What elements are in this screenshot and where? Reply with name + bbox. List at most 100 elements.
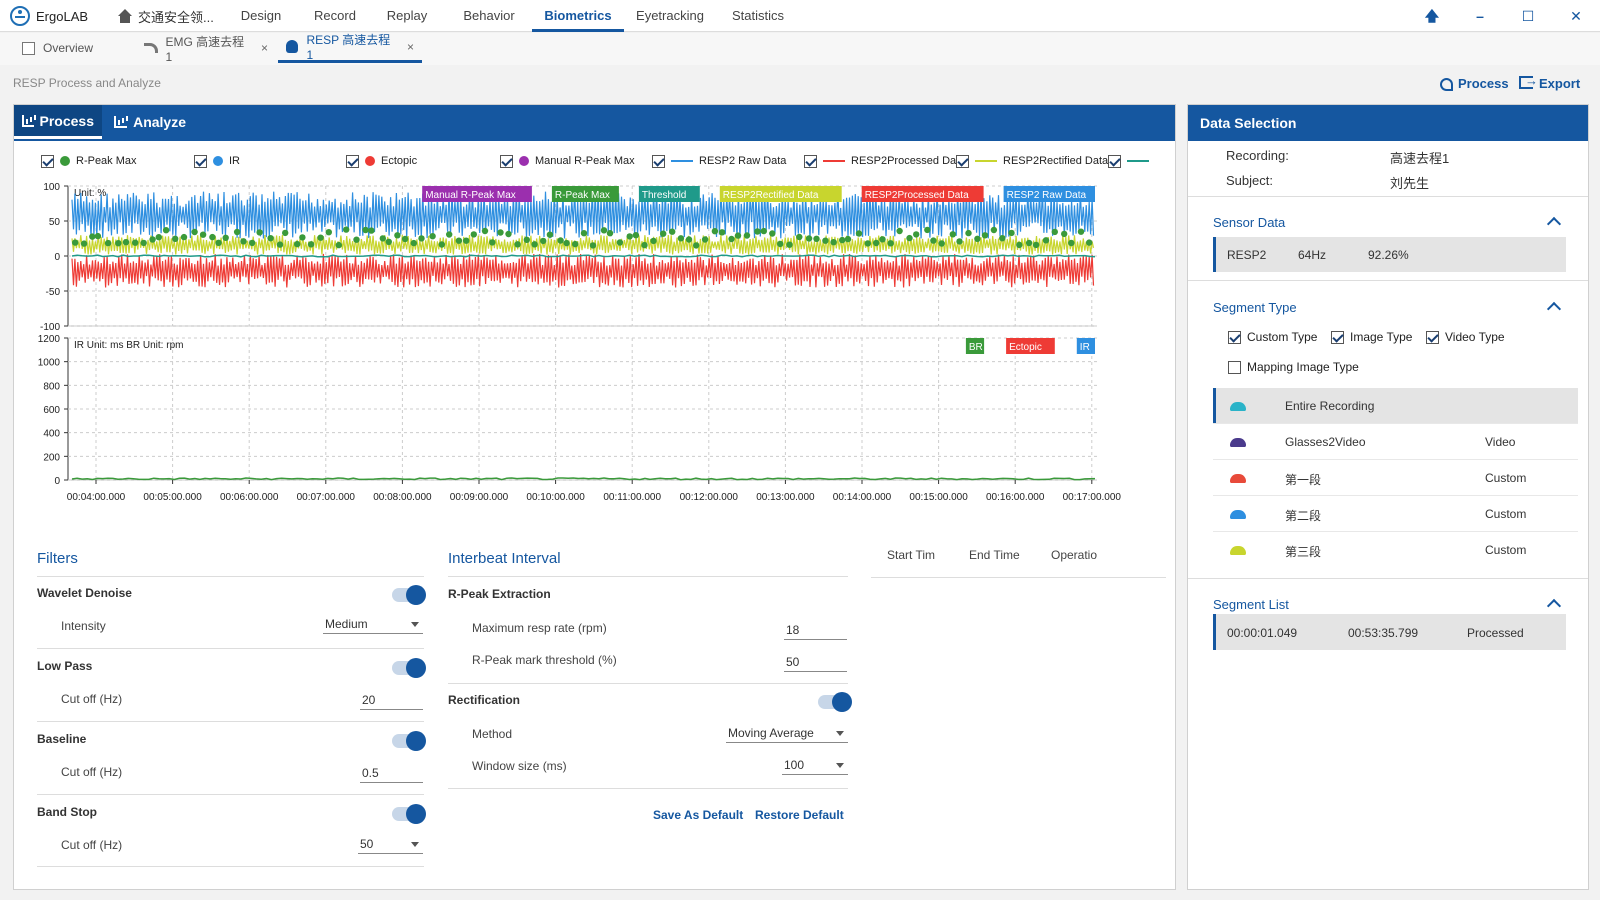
brand[interactable]: ErgoLAB [10,0,88,32]
col-operation[interactable]: Operatio [1051,548,1098,562]
segment-row[interactable]: 第一段 Custom [1213,460,1578,496]
r-peak-point [438,241,445,248]
r-peak-point [1025,239,1033,247]
nav-tab-behavior[interactable]: Behavior [463,8,515,23]
doc-tab-label: EMG 高速去程1 [165,34,245,64]
legend-checkbox[interactable] [41,154,54,168]
close-tab-icon[interactable]: × [406,39,414,54]
baseline-toggle[interactable] [392,731,426,751]
nav-tab-eyetracking[interactable]: Eyetracking [636,8,704,23]
method-select[interactable]: Moving Average [726,723,848,743]
nav-tab-replay[interactable]: Replay [386,8,428,23]
r-peak-point [924,226,931,234]
export-button[interactable]: Export [1519,73,1580,91]
legend-item-ir[interactable]: IR [194,152,240,170]
threshold-input[interactable]: 50 [784,652,847,672]
legend-checkbox[interactable] [194,154,207,168]
type-video[interactable]: Video Type [1426,328,1505,346]
divider [37,721,424,722]
type-checkbox[interactable] [1331,330,1344,344]
r-peak-point [669,228,676,235]
window-size-select[interactable]: 100 [782,755,848,775]
close-icon[interactable]: ✕ [1570,8,1582,24]
maximize-icon[interactable]: ☐ [1521,8,1535,24]
segment-row[interactable]: 第三段 Custom [1213,532,1578,568]
doc-tab-overview[interactable]: Overview [14,33,124,63]
segment-name: 第一段 [1285,473,1322,487]
col-start-time[interactable]: Start Tim [887,548,936,562]
nav-tab-design[interactable]: Design [240,8,282,23]
chart-tag-label: Ectopic [1009,342,1042,353]
segment-row[interactable]: Entire Recording [1213,388,1578,424]
legend-label: Manual R-Peak Max [535,155,635,167]
legend-line-icon [975,160,997,162]
close-tab-icon[interactable]: × [260,41,268,55]
pin-icon[interactable]: 🡅 [1424,8,1440,24]
r-peak-point [563,239,570,247]
r-peak-point [580,230,588,237]
segment-row[interactable]: Glasses2Video Video [1213,424,1578,460]
save-as-default-button[interactable]: Save As Default [653,808,744,822]
chart-tag-bg [861,186,984,202]
legend-item-rectified[interactable]: RESP2Rectified Data [956,152,1108,170]
resp-chart[interactable]: 100 50 0 -50 -100 Unit: % RESP2 Raw Data RESP2P… [30,178,1140,518]
legend-item-ectopic[interactable]: Ectopic [346,152,417,170]
legend-item-manual-r-peak[interactable]: Manual R-Peak Max [500,152,635,170]
legend-line-icon [1127,160,1149,162]
legend-checkbox[interactable] [956,154,969,168]
seglist-end: 00:53:35.799 [1348,626,1419,640]
type-image[interactable]: Image Type [1331,328,1412,346]
project-home[interactable]: 交通安全领... [118,0,214,32]
chart-tag-bg [422,186,532,202]
segment-row[interactable]: 第二段 Custom [1213,496,1578,532]
type-mapping-image[interactable]: Mapping Image Type [1228,358,1359,376]
chart-tag: RESP2Rectified Data [719,186,842,202]
col-end-time[interactable]: End Time [969,548,1020,562]
band-stop-toggle[interactable] [392,804,426,824]
type-checkbox[interactable] [1426,330,1439,344]
intensity-select[interactable]: Medium [323,614,423,634]
legend-checkbox[interactable] [500,154,513,168]
legend-item-threshold[interactable] [1108,152,1149,170]
chart-tag-bg [965,338,985,354]
document-tabs: Overview EMG 高速去程1 × RESP 高速去程1 × [0,33,1600,65]
nav-tab-statistics[interactable]: Statistics [731,8,784,23]
tab-process[interactable]: Process [14,105,102,139]
r-peak-point [728,235,735,243]
legend-item-processed[interactable]: RESP2Processed Data [804,152,965,170]
type-checkbox[interactable] [1228,360,1241,374]
tab-analyze[interactable]: Analyze [106,105,194,139]
rectification-toggle[interactable] [818,692,852,712]
baseline-cutoff-input[interactable]: 0.5 [360,763,423,783]
legend-checkbox[interactable] [804,154,817,168]
restore-default-button[interactable]: Restore Default [755,808,844,822]
r-peak-point [974,235,981,242]
segment-list-row[interactable] [1213,614,1566,650]
r-peak-point [839,236,846,244]
type-checkbox[interactable] [1228,330,1241,344]
process-button[interactable]: Process [1438,76,1509,91]
doc-tab-emg[interactable]: EMG 高速去程1 × [136,33,276,64]
legend-item-r-peak-max[interactable]: R-Peak Max [41,152,137,170]
band-stop-cutoff-select[interactable]: 50 [358,834,423,854]
type-custom[interactable]: Custom Type [1228,328,1317,346]
segment-icon [1230,510,1246,519]
divider [1188,578,1588,579]
chart-tag: R-Peak Max [551,186,619,202]
wavelet-denoise-toggle[interactable] [392,585,426,605]
r-peak-point [104,239,112,247]
legend-checkbox[interactable] [1108,154,1121,168]
nav-tab-biometrics[interactable]: Biometrics [532,0,624,32]
minimize-icon[interactable]: – [1476,8,1484,24]
r-peak-point [385,238,392,245]
low-pass-toggle[interactable] [392,658,426,678]
max-resp-rate-input[interactable]: 18 [784,620,847,640]
legend-checkbox[interactable] [652,154,665,168]
legend-checkbox[interactable] [346,154,359,168]
legend-item-raw[interactable]: RESP2 Raw Data [652,152,786,170]
r-peak-point [990,226,998,234]
sensor-row[interactable] [1213,237,1566,272]
doc-tab-resp[interactable]: RESP 高速去程1 × [278,33,422,63]
low-pass-cutoff-input[interactable]: 20 [360,690,423,710]
nav-tab-record[interactable]: Record [314,8,356,23]
